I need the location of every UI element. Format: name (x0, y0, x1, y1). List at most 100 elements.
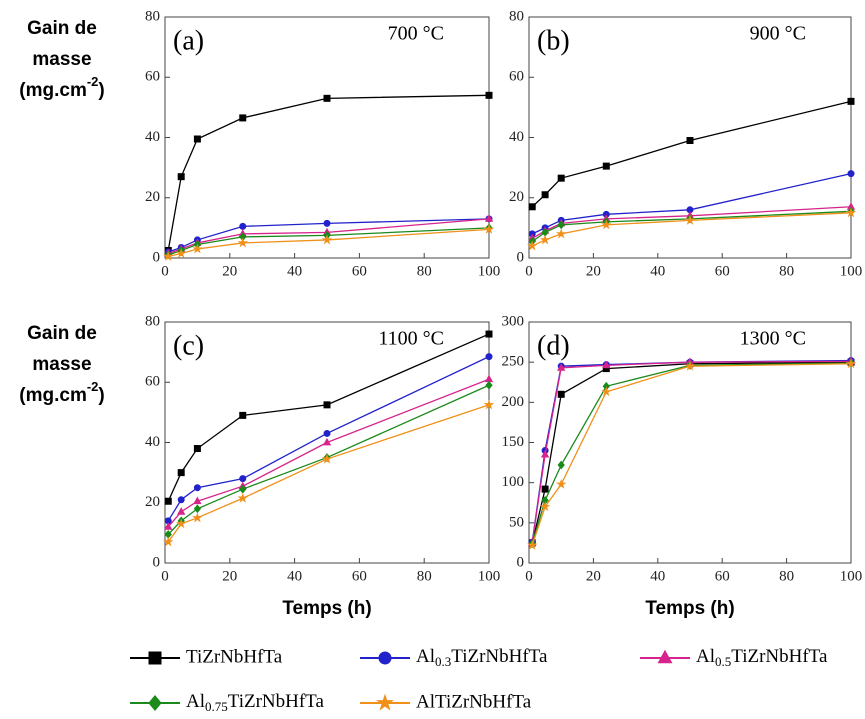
y-tick-label: 60 (145, 69, 160, 85)
y-axis-label-part: -2 (87, 74, 99, 89)
y-tick-label: 0 (153, 554, 161, 570)
marker (323, 401, 331, 409)
marker (177, 507, 186, 515)
marker (322, 437, 332, 446)
marker (541, 485, 549, 493)
y-axis-label: Gain de (27, 18, 97, 39)
y-tick-label: 80 (145, 313, 160, 329)
y-tick-label: 80 (509, 8, 524, 24)
x-tick-label: 100 (478, 568, 501, 584)
marker (237, 237, 249, 248)
marker (177, 469, 185, 477)
marker (193, 484, 201, 492)
marker (684, 360, 696, 371)
marker (601, 219, 612, 230)
x-tick-label: 20 (586, 568, 601, 584)
marker (192, 243, 203, 254)
marker (239, 222, 247, 230)
marker (540, 449, 550, 458)
marker (539, 234, 551, 245)
x-tick-label: 100 (478, 263, 501, 279)
marker (239, 411, 247, 419)
series-line (167, 94, 490, 251)
series-line (167, 404, 490, 543)
legend-label: AlTiZrNbHfTa (416, 691, 532, 712)
y-tick-label: 300 (502, 313, 525, 329)
x-tick-label: 0 (525, 568, 533, 584)
marker (162, 250, 174, 261)
x-tick-label: 40 (650, 263, 665, 279)
legend-marker (148, 695, 162, 711)
marker (557, 390, 565, 398)
legend-label: Al0.3TiZrNbHfTa (416, 646, 548, 669)
y-axis-label: (mg.cm-2) (19, 379, 104, 406)
x-tick-label: 100 (840, 263, 863, 279)
y-tick-label: 20 (145, 494, 160, 510)
y-tick-label: 80 (145, 8, 160, 24)
marker (484, 214, 494, 222)
marker (845, 358, 857, 369)
y-axis-label: masse (32, 354, 91, 375)
legend-label: Al0.5TiZrNbHfTa (696, 646, 828, 669)
x-axis-label: Temps (h) (282, 598, 371, 619)
marker (557, 363, 566, 371)
x-tick-label: 0 (161, 263, 169, 279)
series-line (531, 363, 852, 546)
marker (175, 248, 187, 258)
series-line (531, 362, 852, 544)
x-tick-label: 20 (222, 263, 237, 279)
marker (555, 228, 567, 239)
y-tick-label: 40 (145, 129, 160, 145)
marker (193, 135, 201, 143)
y-tick-label: 250 (502, 354, 525, 370)
legend-marker (148, 651, 162, 665)
series-line (531, 360, 852, 544)
legend-marker (657, 649, 673, 664)
marker (239, 475, 247, 483)
x-tick-label: 80 (417, 263, 432, 279)
panel-label: (b) (537, 25, 570, 56)
marker (526, 240, 538, 251)
marker (323, 429, 331, 437)
x-tick-label: 40 (287, 263, 302, 279)
marker (602, 162, 610, 170)
x-tick-label: 60 (352, 568, 367, 584)
y-axis-label-part: -2 (87, 379, 99, 394)
panel-label: (d) (537, 330, 570, 361)
annotation: 700 °C (388, 23, 444, 45)
series-line (531, 173, 852, 235)
y-tick-label: 100 (502, 474, 525, 490)
y-tick-label: 50 (509, 514, 524, 530)
x-tick-label: 20 (586, 263, 601, 279)
marker (483, 399, 495, 410)
x-axis-label: Temps (h) (645, 598, 734, 619)
x-tick-label: 60 (352, 263, 367, 279)
marker (484, 374, 494, 383)
y-tick-label: 0 (153, 249, 161, 265)
panel-label: (a) (173, 25, 204, 56)
annotation: 900 °C (750, 23, 806, 45)
marker (555, 478, 567, 489)
x-tick-label: 20 (222, 568, 237, 584)
y-tick-label: 20 (145, 189, 160, 205)
x-tick-label: 80 (779, 263, 794, 279)
marker (483, 223, 495, 234)
marker (177, 173, 185, 181)
marker (526, 539, 538, 550)
marker (162, 536, 174, 547)
annotation: 1300 °C (740, 328, 806, 350)
marker (602, 360, 611, 369)
legend-label: Al0.75TiZrNbHfTa (186, 691, 324, 714)
series-line (167, 356, 490, 522)
marker (528, 203, 536, 211)
y-axis-label: masse (32, 49, 91, 70)
series-line (531, 361, 852, 544)
y-tick-label: 60 (509, 69, 524, 85)
x-tick-label: 60 (715, 568, 730, 584)
x-tick-label: 40 (650, 568, 665, 584)
legend-marker (378, 651, 392, 665)
series-line (167, 333, 490, 502)
x-tick-label: 60 (715, 263, 730, 279)
panel-label: (c) (173, 330, 204, 361)
y-tick-label: 0 (517, 249, 525, 265)
